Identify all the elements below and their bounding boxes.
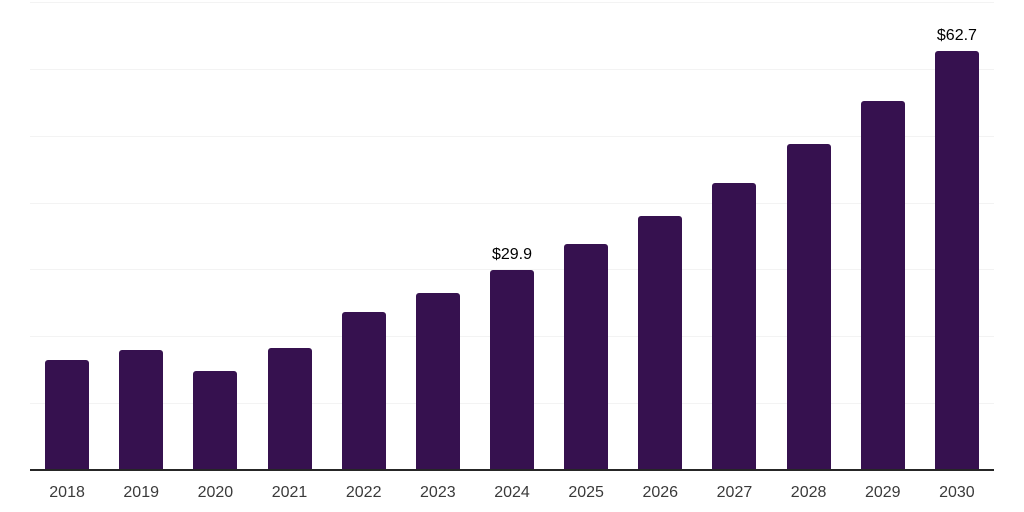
gridline-40 <box>30 202 994 204</box>
x-axis-label-2029: 2029 <box>864 484 901 501</box>
bar-2021 <box>267 348 312 470</box>
bar-2030 <box>934 50 979 470</box>
x-axis-label-2023: 2023 <box>420 484 456 501</box>
gridline-30 <box>30 269 994 271</box>
bar-2029 <box>860 100 905 470</box>
x-axis-line <box>30 469 994 471</box>
bar-2018 <box>45 359 90 470</box>
bar-value-label-2030: $62.7 <box>936 26 977 44</box>
bar-value-label-2024: $29.9 <box>491 246 533 264</box>
bar-2025 <box>564 244 609 470</box>
x-axis-label-2026: 2026 <box>642 484 679 501</box>
x-axis-label-2024: 2024 <box>494 484 530 501</box>
gridline-70 <box>30 2 994 3</box>
x-axis-label-2028: 2028 <box>790 484 827 501</box>
bar-2028 <box>786 144 831 470</box>
bar-2023 <box>415 292 460 470</box>
x-axis-label-2018: 2018 <box>49 484 85 501</box>
gridline-50 <box>30 135 994 137</box>
x-axis-label-2030: 2030 <box>939 484 975 501</box>
gridline-60 <box>30 68 994 70</box>
x-axis-label-2021: 2021 <box>271 484 308 501</box>
x-axis-label-2022: 2022 <box>345 484 382 501</box>
bar-2026 <box>638 215 683 470</box>
bar-2024 <box>490 270 534 470</box>
plot-area: 2018 2019 2020 2021 2022 2023 2024 $29.9 2025 202… <box>30 0 994 512</box>
bar-2027 <box>712 183 757 470</box>
x-axis-label-2025: 2025 <box>568 484 604 501</box>
x-axis-label-2020: 2020 <box>197 484 234 501</box>
x-axis-label-2027: 2027 <box>716 484 753 501</box>
x-axis-label-2019: 2019 <box>123 484 159 501</box>
bar-2022 <box>341 311 386 470</box>
bar-2020 <box>193 371 238 470</box>
bar-2019 <box>119 349 164 470</box>
